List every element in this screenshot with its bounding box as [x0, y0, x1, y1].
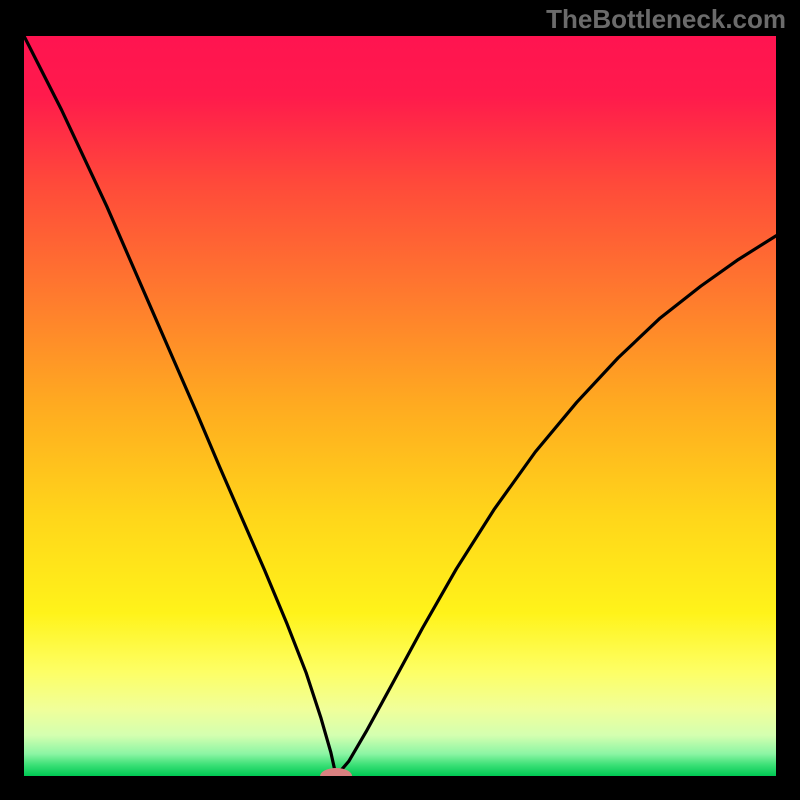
plot-area	[24, 36, 776, 776]
chart-frame: TheBottleneck.com	[0, 0, 800, 800]
watermark-text: TheBottleneck.com	[546, 4, 786, 35]
gradient-background	[24, 36, 776, 776]
plot-svg	[24, 36, 776, 776]
